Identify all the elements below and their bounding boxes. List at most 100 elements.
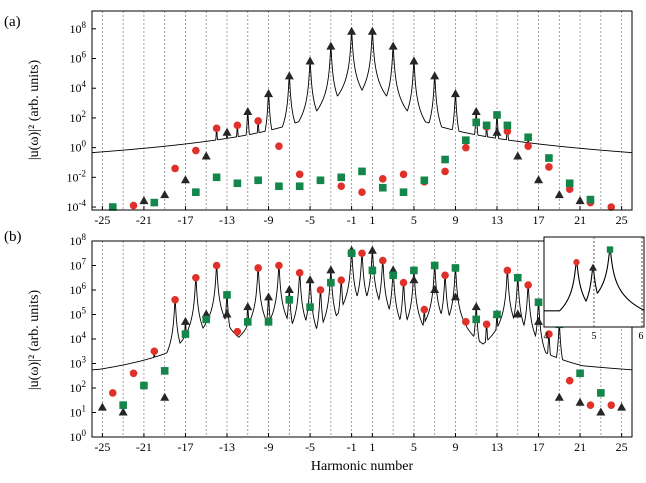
triangle-marker [367, 26, 377, 35]
triangle-marker [430, 71, 440, 80]
x-tick-label: -9 [264, 440, 274, 454]
square-marker [140, 381, 148, 390]
circle-marker [399, 278, 408, 287]
spectrum-line [92, 31, 632, 154]
square-marker [410, 266, 418, 275]
triangle-marker [326, 41, 336, 50]
circle-marker [254, 264, 262, 272]
y-tick-label: 102 [70, 379, 87, 395]
x-tick-label: -5 [305, 213, 315, 227]
triangle-marker [347, 26, 357, 35]
square-marker [192, 188, 200, 196]
triangle-marker [118, 407, 128, 416]
x-tick-label: 25 [616, 440, 628, 454]
circle-marker [275, 261, 283, 270]
triangle-marker [180, 175, 190, 184]
circle-marker [212, 261, 221, 270]
triangle-marker [554, 392, 564, 401]
square-marker [295, 182, 304, 191]
y-tick-label: 103 [70, 355, 87, 371]
triangle-marker [617, 402, 627, 411]
circle-marker [316, 286, 325, 294]
square-marker [441, 155, 449, 164]
square-marker [181, 330, 190, 338]
circle-marker [108, 389, 117, 397]
y-tick-label: 100 [70, 139, 87, 155]
x-tick-label: -1 [347, 213, 357, 227]
triangle-marker [264, 89, 274, 98]
square-marker [430, 261, 439, 270]
triangle-marker [201, 151, 211, 160]
circle-marker [441, 271, 449, 280]
square-marker [493, 310, 501, 319]
square-marker [119, 401, 127, 409]
triangle-marker [264, 292, 274, 301]
panel-a-markers [108, 26, 616, 211]
x-tick-label: -1 [347, 440, 357, 454]
circle-marker [295, 170, 304, 179]
circle-marker [275, 142, 283, 150]
square-marker [534, 298, 543, 307]
circle-marker [573, 259, 580, 266]
x-tick-label: 9 [452, 213, 458, 227]
y-tick-label: 104 [70, 330, 87, 346]
square-marker [316, 176, 325, 185]
square-marker [451, 264, 460, 272]
circle-marker [399, 170, 408, 179]
circle-marker [233, 327, 242, 336]
x-tick-label: 1 [369, 440, 375, 454]
y-tick-label: 10-4 [67, 198, 87, 214]
circle-marker [503, 127, 512, 136]
square-marker [223, 291, 231, 299]
square-marker [285, 296, 294, 304]
panel-b-label: (b) [4, 229, 22, 245]
x-tick-label: 13 [491, 213, 503, 227]
triangle-marker [97, 402, 107, 411]
panel-b-y-ticks: 100 101 102 103 104 105 106 107 108 [70, 232, 96, 444]
x-tick-label: 21 [574, 213, 586, 227]
square-marker [420, 176, 429, 185]
square-marker [202, 315, 211, 324]
square-marker [503, 121, 512, 130]
inset-x-tick-label: 6 [639, 331, 644, 342]
y-tick-label: 105 [70, 306, 87, 322]
panel-b: (b) -25 -21 -17 -13 -9 -5 -1 1 5 9 13 17 21 25 100 101… [4, 229, 645, 474]
triangle-marker [388, 41, 398, 50]
circle-marker [129, 201, 138, 210]
triangle-marker [409, 56, 419, 65]
circle-marker [607, 401, 616, 409]
square-marker [108, 203, 117, 211]
x-tick-label: 5 [411, 440, 417, 454]
panel-b-markers [97, 245, 627, 416]
y-tick-label: 107 [70, 257, 87, 273]
triangle-marker [388, 265, 398, 274]
circle-marker [607, 203, 616, 211]
triangle-marker [450, 89, 460, 98]
circle-marker [545, 163, 553, 171]
x-tick-label: -17 [177, 213, 193, 227]
inset-markers [573, 246, 614, 271]
panel-a-label: (a) [4, 14, 21, 30]
triangle-marker [450, 292, 460, 301]
circle-marker [192, 146, 200, 155]
square-marker [493, 111, 501, 119]
triangle-marker [284, 71, 294, 80]
circle-marker [171, 296, 179, 304]
circle-marker [503, 266, 512, 275]
circle-marker [565, 185, 574, 194]
x-tick-label: -25 [94, 440, 110, 454]
square-marker [399, 188, 408, 196]
square-marker [264, 318, 273, 326]
triangle-marker [430, 285, 440, 293]
circle-marker [545, 330, 553, 338]
x-tick-label: 17 [533, 440, 545, 454]
circle-marker [233, 121, 242, 130]
y-tick-label: 106 [70, 50, 87, 66]
triangle-marker [589, 263, 597, 271]
circle-marker [586, 401, 595, 409]
triangle-marker [284, 285, 294, 293]
triangle-marker [471, 106, 481, 115]
circle-marker [524, 281, 532, 289]
x-tick-label: 13 [491, 440, 503, 454]
